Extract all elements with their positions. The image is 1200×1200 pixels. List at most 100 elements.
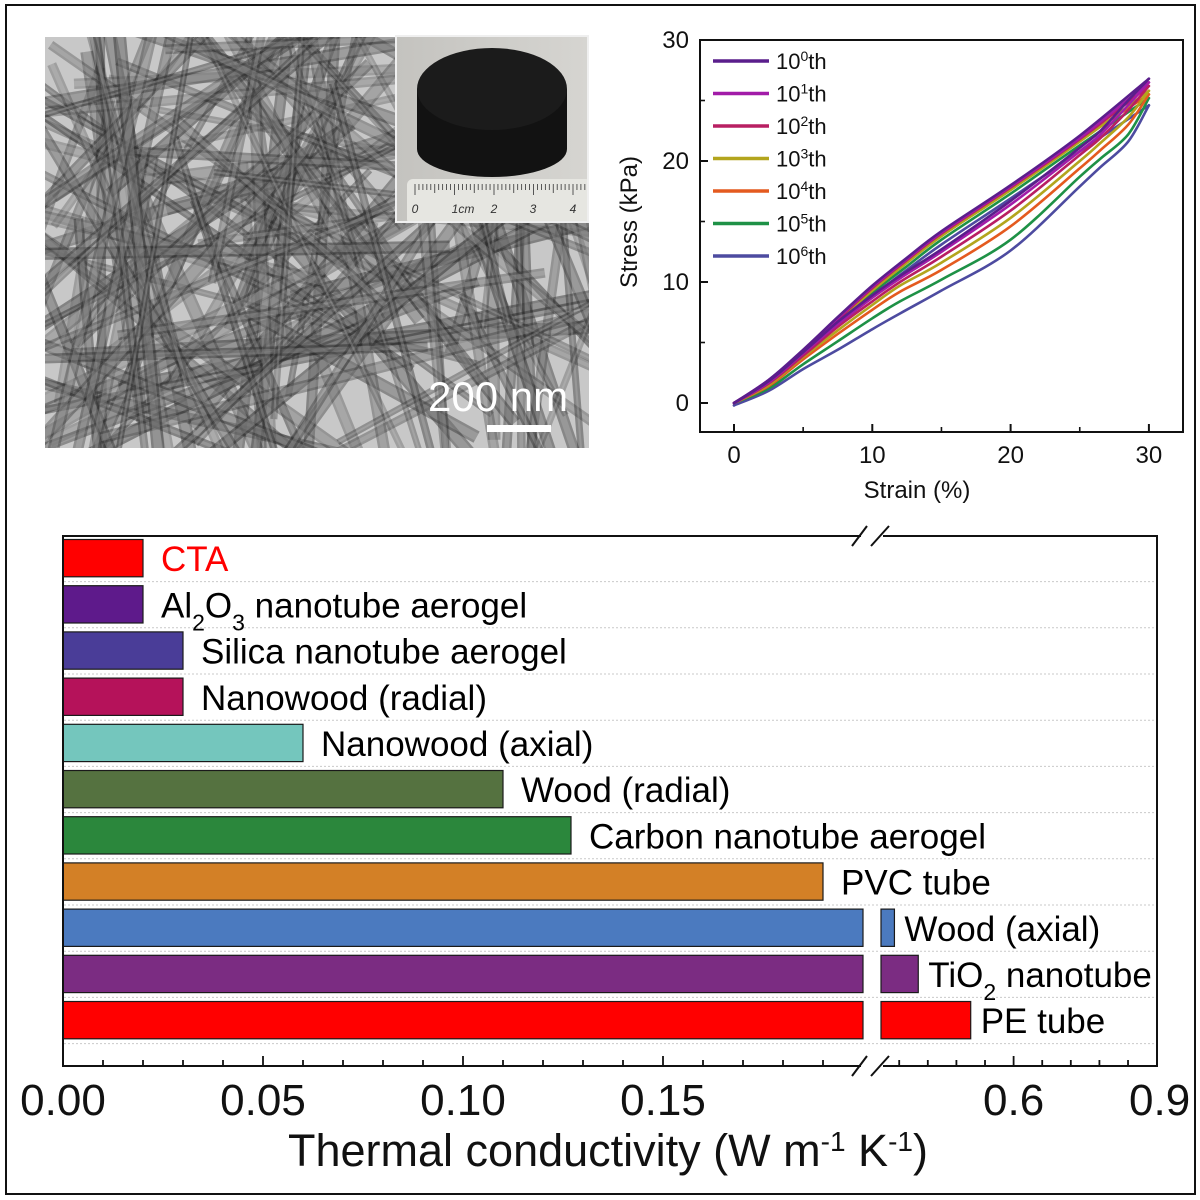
nanotube (230, 37, 407, 230)
nanotube (171, 113, 389, 309)
nanotube-lumen (470, 37, 589, 326)
nanotube-lumen (45, 379, 221, 448)
nanotube (173, 217, 435, 448)
nanotube (86, 37, 190, 384)
nanotube-lumen (75, 37, 174, 448)
legend-label: 101th (776, 81, 827, 107)
nanotube (247, 64, 277, 448)
nanotube-lumen (45, 115, 414, 371)
axis-break-mark (851, 525, 868, 547)
bar-label: Nanowood (axial) (321, 725, 593, 764)
legend-label: 104th (776, 178, 827, 204)
nanotube (45, 378, 342, 448)
nanotube-lumen (53, 37, 305, 201)
legend-label: 105th (776, 211, 827, 237)
nanotube-lumen (45, 341, 312, 448)
nanotube (117, 268, 546, 341)
nanotube-lumen (84, 37, 524, 372)
nanotube-lumen (286, 37, 420, 448)
nanotube (196, 37, 520, 427)
nanotube (252, 193, 589, 362)
nanotube-lumen (82, 51, 147, 422)
nanotube-lumen (226, 37, 337, 331)
bar-chart-bars (62, 538, 972, 1040)
nanotube (45, 273, 117, 448)
text-run: th (808, 114, 826, 139)
x-tick-label: 30 (1136, 442, 1163, 469)
text-run: 10 (776, 147, 800, 172)
x-tick-label: 0.00 (20, 1076, 106, 1125)
nanotube (45, 37, 304, 210)
nanotube-lumen (45, 236, 493, 412)
text-run: O (205, 586, 232, 625)
nanotube-lumen (115, 37, 162, 448)
bar (62, 677, 184, 716)
series-line-unloading (732, 84, 1151, 405)
nanotube-lumen (253, 195, 589, 360)
nanotube-network (45, 37, 589, 448)
nanotube (223, 37, 386, 323)
nanotube-lumen (94, 37, 280, 448)
bar-label: PVC tube (841, 864, 991, 903)
nanotube (207, 37, 266, 284)
nanotube-lumen (45, 173, 387, 351)
ruler (407, 179, 587, 221)
x-tick-label: 10 (859, 442, 886, 469)
nanotube-lumen (45, 280, 114, 448)
nanotube (82, 37, 528, 374)
bar-segment-below-break (62, 954, 864, 994)
nanotube-lumen (45, 236, 295, 448)
nanotube (88, 154, 159, 448)
x-tick-label: 0.9 (1129, 1076, 1190, 1125)
nanotube (103, 37, 197, 448)
nanotube (105, 37, 293, 198)
nanotube (92, 94, 264, 448)
nanotube (307, 132, 484, 386)
nanotube-lumen (45, 37, 299, 207)
y-axis-title: Stress (kPa) (616, 156, 643, 288)
text-run: 10 (776, 114, 800, 139)
nanotube (244, 191, 474, 448)
nanotube-lumen (331, 82, 432, 448)
nanotube-lumen (253, 37, 311, 448)
nanotube (490, 217, 580, 448)
text-run: nanotube aerogel (245, 586, 527, 625)
bar-label: Nanowood (radial) (201, 679, 487, 718)
nanotube-lumen (45, 134, 418, 326)
ruler-label: 1cm (452, 202, 475, 216)
nanotube-lumen (71, 323, 589, 360)
nanotube (223, 37, 340, 332)
text-run: 10 (776, 212, 800, 237)
x-axis-title: Thermal conductivity (W m-1 K-1) (288, 1125, 928, 1176)
nanotube-lumen (45, 99, 351, 270)
x-tick-label: 0.05 (220, 1076, 306, 1125)
nanotube (89, 92, 403, 169)
text-run: th (808, 212, 826, 237)
stress-strain-series (732, 77, 1151, 407)
nanotube-lumen (235, 37, 292, 448)
nanotube-lumen (118, 292, 589, 391)
x-tick-label: 0.15 (620, 1076, 706, 1125)
nanotube-lumen (45, 130, 237, 448)
bar-chart-frame (62, 535, 1158, 1067)
nanotube (171, 135, 278, 448)
text-run: PE tube (981, 1002, 1106, 1041)
nanotube (53, 74, 120, 405)
nanotube-lumen (287, 37, 356, 397)
nanotube (250, 37, 314, 448)
ruler-label: 4 (570, 202, 577, 216)
nanotube (45, 240, 450, 260)
text-run: ) (913, 1125, 928, 1176)
x-axis-title: Strain (%) (864, 477, 971, 504)
nanotube-lumen (173, 136, 276, 448)
nanotube-lumen (45, 207, 278, 287)
text-run: th (808, 179, 826, 204)
aerogel-cylinder-top (417, 48, 567, 130)
nanotube (72, 37, 176, 448)
nanotube-lumen (89, 37, 188, 384)
nanotube-lumen (56, 74, 117, 404)
axis-break-mark (851, 1055, 868, 1077)
bar-segment-below-break (62, 1000, 864, 1040)
